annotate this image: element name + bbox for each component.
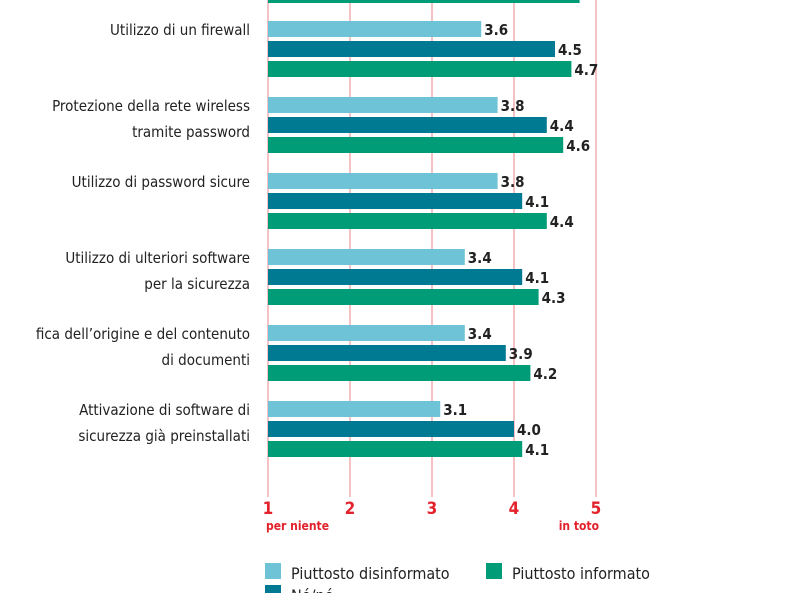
- x-tick-label: 1: [263, 499, 274, 519]
- x-tick-label: 2: [345, 499, 356, 519]
- bar-partial: [268, 0, 580, 3]
- bar-value-label: 3.8: [501, 173, 525, 191]
- bar: [268, 97, 498, 113]
- category-label: Protezione della rete wireless: [52, 97, 250, 115]
- bar: [268, 289, 539, 305]
- category-label: di documenti: [162, 351, 250, 369]
- bar: [268, 61, 572, 77]
- bar: [268, 117, 547, 133]
- bar-value-label: 4.2: [533, 365, 557, 383]
- category-label: per la sicurezza: [144, 275, 250, 293]
- x-tick-label: 5: [591, 499, 602, 519]
- bar-value-label: 4.3: [542, 289, 566, 307]
- bar-value-label: 3.4: [468, 249, 492, 267]
- category-label: tramite password: [132, 123, 250, 141]
- bar-value-label: 4.1: [525, 269, 549, 287]
- category-label: Utilizzo di password sicure: [72, 173, 250, 191]
- bar-value-label: 4.4: [550, 213, 574, 231]
- bar: [268, 421, 514, 437]
- category-label: fica dell’origine e del contenuto: [36, 325, 250, 343]
- bar: [268, 137, 564, 153]
- legend-swatch: [486, 563, 502, 579]
- bar: [268, 401, 441, 417]
- bar: [268, 345, 506, 361]
- bar: [268, 213, 547, 229]
- legend-label: Piuttosto disinformato: [291, 564, 450, 583]
- bar: [268, 249, 465, 265]
- bar-value-label: 4.6: [566, 137, 590, 155]
- bar-value-label: 4.5: [558, 41, 582, 59]
- bar-value-label: 4.0: [517, 421, 541, 439]
- x-tick-label: 4: [509, 499, 520, 519]
- bar: [268, 365, 531, 381]
- bar-value-label: 4.4: [550, 117, 574, 135]
- bar: [268, 173, 498, 189]
- bar-value-label: 3.1: [443, 401, 467, 419]
- x-tick-label: 3: [427, 499, 438, 519]
- bar-value-label: 3.9: [509, 345, 533, 363]
- bar-value-label: 4.1: [525, 441, 549, 459]
- legend-label: Né/né: [291, 586, 334, 593]
- bar-value-label: 3.4: [468, 325, 492, 343]
- bar: [268, 269, 523, 285]
- legend-label: Piuttosto informato: [512, 564, 650, 583]
- legend-swatch: [265, 563, 281, 579]
- bar-value-label: 4.1: [525, 193, 549, 211]
- legend-swatch: [265, 585, 281, 593]
- category-label: Attivazione di software di: [79, 401, 250, 419]
- bar: [268, 325, 465, 341]
- bar: [268, 193, 523, 209]
- x-min-label: per niente: [266, 519, 329, 533]
- x-max-label: in toto: [559, 519, 599, 533]
- category-label: Utilizzo di ulteriori software: [65, 249, 250, 267]
- bar: [268, 441, 523, 457]
- category-label: sicurezza già preinstallati: [78, 427, 250, 445]
- bar: [268, 21, 482, 37]
- bar-value-label: 4.7: [574, 61, 598, 79]
- bar-value-label: 3.8: [501, 97, 525, 115]
- category-label: Utilizzo di un firewall: [110, 21, 250, 39]
- bar: [268, 41, 555, 57]
- bar-value-label: 3.6: [484, 21, 508, 39]
